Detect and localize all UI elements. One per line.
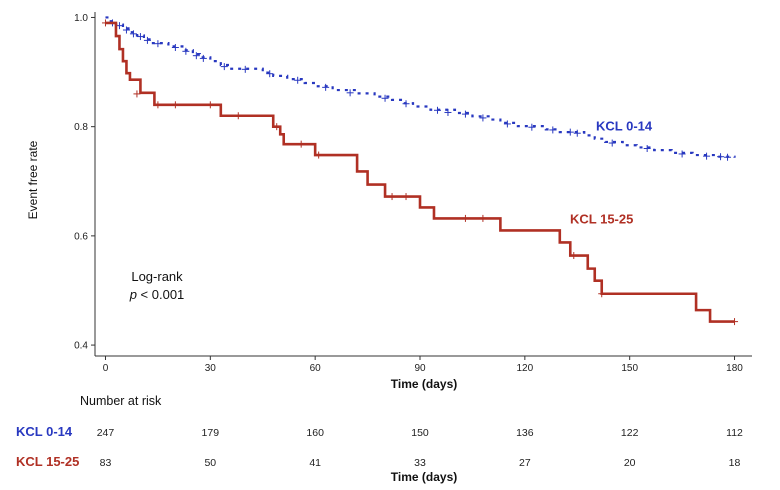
y-tick-label: 1.0 <box>74 13 88 24</box>
risk-cell: 247 <box>97 427 115 439</box>
censor-mark <box>566 128 574 136</box>
censor-mark <box>182 47 190 55</box>
censor-mark <box>570 252 578 260</box>
censor-mark <box>206 101 214 109</box>
censor-mark <box>678 150 686 158</box>
censor-mark <box>381 94 389 102</box>
x-tick-label: 60 <box>310 363 322 374</box>
x-tick-label: 180 <box>726 363 743 374</box>
risk-cell: 122 <box>621 427 639 439</box>
x-tick-label: 0 <box>103 363 109 374</box>
series-line-1 <box>105 21 735 323</box>
censor-mark <box>643 145 651 153</box>
y-tick-label: 0.4 <box>74 341 88 352</box>
censor-mark <box>731 318 739 326</box>
censor-mark <box>703 152 711 160</box>
censor-mark <box>101 19 109 27</box>
risk-table-x-title: Time (days) <box>391 470 457 484</box>
risk-cell: 41 <box>309 457 321 469</box>
risk-table-title: Number at risk <box>80 394 162 408</box>
x-axis-title: Time (days) <box>391 377 457 391</box>
censor-mark <box>297 140 305 148</box>
risk-table-values: 247 179 160 150 136 122 112 83 50 41 33 27 20 18 <box>97 427 743 469</box>
risk-cell: 20 <box>624 457 636 469</box>
x-tick-label: 120 <box>517 363 534 374</box>
risk-cell: 160 <box>306 427 324 439</box>
censor-mark <box>234 112 242 120</box>
censor-mark <box>133 90 141 98</box>
censor-mark <box>220 63 228 71</box>
x-axis-ticks: 0 30 60 90 120 150 180 <box>103 356 743 374</box>
censor-mark <box>136 33 144 41</box>
censor-mark <box>241 65 249 73</box>
censor-mark <box>503 120 511 128</box>
censor-mark <box>608 139 616 147</box>
censor-mark <box>122 26 130 34</box>
censor-mark <box>315 151 323 159</box>
censor-mark <box>294 76 302 84</box>
risk-cell: 83 <box>100 457 112 469</box>
risk-cell: 112 <box>726 427 743 439</box>
censor-mark <box>479 114 487 122</box>
censor-mark <box>717 153 725 161</box>
censor-mark <box>444 108 452 116</box>
y-axis-ticks: 0.4 0.6 0.8 1.0 <box>74 13 95 352</box>
censor-mark <box>598 290 606 298</box>
censor-mark <box>322 83 330 91</box>
censor-mark <box>192 52 200 60</box>
censor-mark <box>402 100 410 108</box>
risk-cell: 136 <box>516 427 534 439</box>
censor-mark <box>171 43 179 51</box>
log-rank-label: Log-rank <box>131 269 183 284</box>
series-label-kcl-0-14: KCL 0-14 <box>596 119 653 134</box>
censor-mark <box>528 123 536 131</box>
risk-cell: 50 <box>204 457 216 469</box>
censor-mark <box>479 214 487 222</box>
survival-curves <box>101 16 739 326</box>
censor-mark <box>724 153 732 161</box>
censor-mark <box>346 89 354 97</box>
censor-mark <box>154 101 162 109</box>
x-tick-label: 90 <box>414 363 426 374</box>
p-symbol: p <box>129 287 137 302</box>
risk-cell: 179 <box>202 427 220 439</box>
censor-mark <box>549 126 557 134</box>
censor-mark <box>433 106 441 114</box>
risk-table: Number at risk KCL 0-14 KCL 15-25 247 179… <box>16 394 743 484</box>
censor-mark <box>461 214 469 222</box>
risk-cell: 150 <box>411 427 429 439</box>
p-value: p < 0.001 <box>129 287 185 302</box>
x-tick-label: 30 <box>205 363 217 374</box>
series-label-kcl-15-25: KCL 15-25 <box>570 211 633 226</box>
y-tick-label: 0.6 <box>74 231 88 242</box>
risk-row-label-kcl-15-25: KCL 15-25 <box>16 454 79 469</box>
censor-mark <box>199 54 207 62</box>
censor-mark <box>171 101 179 109</box>
x-tick-label: 150 <box>621 363 638 374</box>
censor-mark <box>573 129 581 137</box>
p-value-text: < 0.001 <box>137 287 184 302</box>
censor-mark <box>461 110 469 118</box>
series-line-0 <box>105 16 736 158</box>
censor-mark <box>266 70 274 78</box>
risk-cell: 18 <box>729 457 741 469</box>
censor-mark <box>273 123 281 131</box>
censor-mark <box>388 193 396 201</box>
risk-row-label-kcl-0-14: KCL 0-14 <box>16 424 73 439</box>
y-axis-title: Event free rate <box>26 140 40 219</box>
censor-mark <box>154 40 162 48</box>
risk-cell: 33 <box>414 457 426 469</box>
risk-cell: 27 <box>519 457 531 469</box>
plot-area: 0.4 0.6 0.8 1.0 0 30 60 90 120 150 180 <box>74 12 752 374</box>
censor-mark <box>129 30 137 38</box>
censor-mark <box>143 36 151 44</box>
y-tick-label: 0.8 <box>74 122 88 133</box>
censor-mark <box>402 193 410 201</box>
